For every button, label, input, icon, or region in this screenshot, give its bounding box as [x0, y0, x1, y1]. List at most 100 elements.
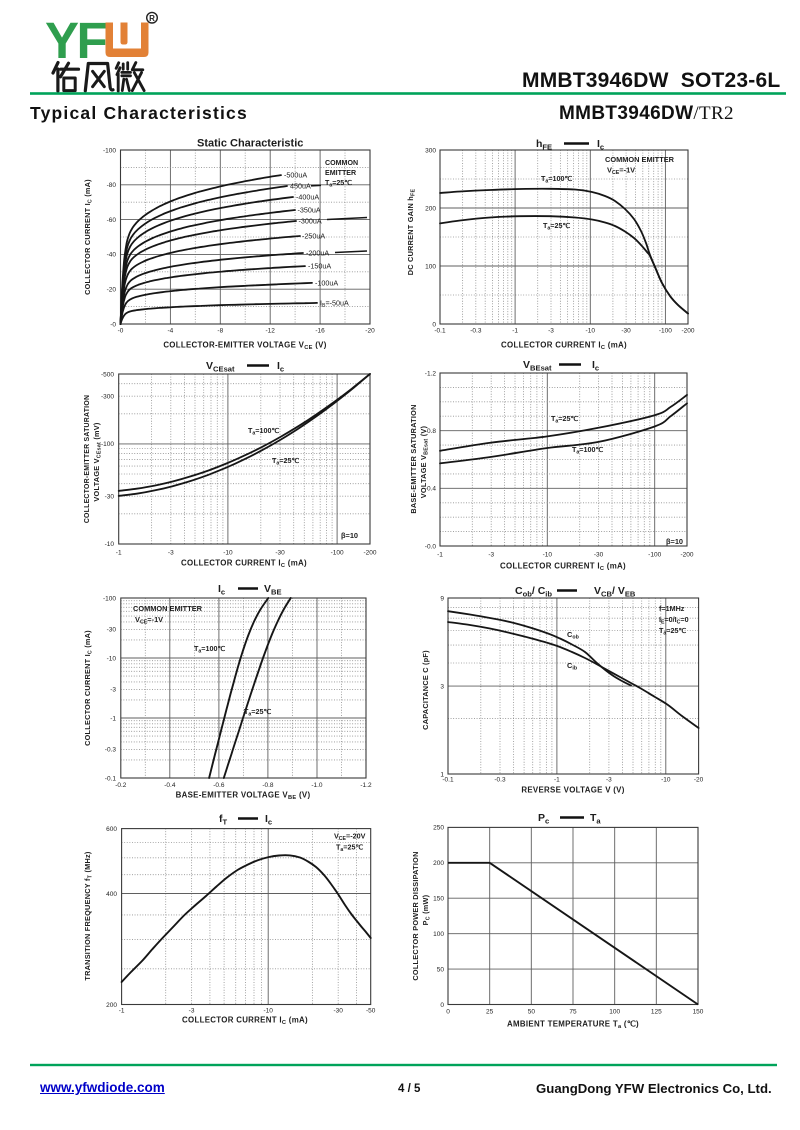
svg-text:Ta​=25℃: Ta​=25℃ [551, 414, 579, 425]
svg-text:200: 200 [425, 205, 436, 212]
svg-text:-12: -12 [265, 328, 275, 335]
svg-text:Ta​=25℃: Ta​=25℃ [543, 221, 571, 232]
svg-text:-40: -40 [107, 252, 117, 259]
svg-text:300: 300 [425, 147, 436, 154]
svg-text:3: 3 [440, 683, 444, 690]
svg-text:VOLTAGE VBEsat​ (V): VOLTAGE VBEsat​ (V) [419, 426, 430, 499]
svg-text:VBE​: VBE​ [264, 583, 282, 596]
svg-text:PC​ (mW): PC​ (mW) [421, 894, 432, 925]
svg-text:100: 100 [433, 931, 444, 938]
svg-text:-500: -500 [101, 371, 114, 378]
svg-text:Ta​=25℃: Ta​=25℃ [659, 626, 687, 637]
svg-text:150: 150 [693, 1009, 704, 1016]
svg-text:-3: -3 [606, 777, 612, 784]
svg-text:hFE​: hFE​ [536, 138, 552, 151]
svg-text:-10: -10 [105, 541, 115, 548]
svg-text:-100: -100 [103, 595, 116, 602]
svg-text:-30: -30 [594, 552, 604, 559]
svg-text:200: 200 [433, 860, 444, 867]
svg-text:-30: -30 [621, 328, 631, 335]
svg-text:-1: -1 [110, 715, 116, 722]
svg-text:-4: -4 [168, 328, 174, 335]
svg-text:Ta​=25℃: Ta​=25℃ [272, 456, 300, 467]
svg-text:-1.2: -1.2 [360, 782, 372, 789]
svg-text:-100: -100 [101, 441, 114, 448]
svg-text:fT​: fT​ [219, 813, 228, 826]
svg-text:β=10: β=10 [341, 531, 358, 540]
svg-text:COLLECTOR-EMITTER VOLTAGE VC: COLLECTOR-EMITTER VOLTAGE VCE​ (V) [163, 341, 326, 352]
svg-text:600: 600 [106, 826, 117, 833]
svg-text:100: 100 [609, 1009, 620, 1016]
svg-text:-100uA: -100uA [315, 279, 338, 288]
svg-text:YF: YF [45, 12, 107, 69]
svg-text:BASE-EMITTER VOLTAGE VBE​: BASE-EMITTER VOLTAGE VBE​ (V) [176, 791, 311, 802]
svg-text:-30: -30 [105, 493, 115, 500]
svg-text:-0.2: -0.2 [115, 782, 127, 789]
svg-text:9: 9 [440, 595, 444, 602]
svg-text:Cob​: Cob​ [567, 630, 580, 641]
svg-text:100: 100 [425, 263, 436, 270]
svg-text:VCE​=-1V: VCE​=-1V [607, 166, 635, 177]
svg-text:-0.6: -0.6 [213, 782, 225, 789]
svg-text:-300: -300 [101, 393, 114, 400]
svg-text:IB​=-50uA: IB​=-50uA [320, 299, 349, 310]
svg-text:VCE​=-1V: VCE​=-1V [135, 615, 163, 626]
svg-text:REVERSE VOLTAGE V (V): REVERSE VOLTAGE V (V) [521, 786, 624, 795]
svg-text:-0: -0 [118, 328, 124, 335]
svg-text:VBEsat​: VBEsat​ [523, 359, 552, 372]
svg-text:-20: -20 [694, 777, 704, 784]
svg-text:-1.2: -1.2 [425, 370, 437, 377]
svg-text:-0: -0 [110, 321, 116, 328]
svg-text:VOLTAGE VCEsat​ (mV): VOLTAGE VCEsat​ (mV) [92, 422, 103, 501]
svg-text:-10: -10 [543, 552, 553, 559]
svg-text:-50: -50 [366, 1008, 376, 1015]
svg-text:Ta​=25℃: Ta​=25℃ [325, 179, 352, 189]
svg-text:-30: -30 [107, 627, 117, 634]
svg-text:125: 125 [651, 1009, 662, 1016]
svg-text:75: 75 [569, 1009, 577, 1016]
svg-text:-0.1: -0.1 [105, 775, 117, 782]
svg-text:Ic​: Ic​ [277, 360, 284, 373]
svg-text:-500uA: -500uA [284, 171, 307, 180]
svg-text:R: R [149, 14, 155, 23]
svg-text:-0.4: -0.4 [164, 782, 176, 789]
svg-text:-10: -10 [661, 777, 671, 784]
svg-text:-100: -100 [103, 147, 116, 154]
svg-text:COLLECTOR CURRENT IC​ (mA): COLLECTOR CURRENT IC​ (mA) [83, 179, 94, 295]
svg-text:Ta​=100℃: Ta​=100℃ [572, 445, 604, 456]
svg-text:-0.8: -0.8 [425, 428, 437, 435]
svg-text:400: 400 [106, 891, 117, 898]
svg-text:0: 0 [432, 321, 436, 328]
svg-text:COLLECTOR POWER DISSIPATION: COLLECTOR POWER DISSIPATION [411, 851, 420, 980]
svg-text:Ta​=25℃: Ta​=25℃ [244, 707, 272, 718]
svg-text:-0.1: -0.1 [442, 777, 454, 784]
svg-text:CAPACITANCE C (pF): CAPACITANCE C (pF) [421, 650, 430, 730]
svg-text:COLLECTOR CURRENT IC​ (mA): COLLECTOR CURRENT IC​ (mA) [182, 1016, 308, 1027]
svg-text:-0.0: -0.0 [425, 543, 437, 550]
svg-text:f=1MHz: f=1MHz [659, 604, 685, 613]
svg-text:COLLECTOR CURRENT IC​ (mA): COLLECTOR CURRENT IC​ (mA) [500, 562, 626, 573]
svg-text:-1.0: -1.0 [311, 782, 323, 789]
svg-text:1: 1 [440, 772, 444, 779]
svg-text:-30: -30 [275, 550, 285, 557]
svg-text:Ta​=100℃: Ta​=100℃ [248, 426, 280, 437]
svg-text:Ic​: Ic​ [218, 583, 225, 596]
svg-text:-100: -100 [659, 328, 672, 335]
svg-text:Ta​=100℃: Ta​=100℃ [541, 174, 573, 185]
svg-text:Cob​/ Cib​: Cob​/ Cib​ [515, 585, 552, 598]
svg-text:-30: -30 [333, 1008, 343, 1015]
svg-text:AMBIENT TEMPERATURE Ta​ (℃: AMBIENT TEMPERATURE Ta​ (℃) [507, 1020, 639, 1031]
svg-text:-3: -3 [189, 1008, 195, 1015]
svg-text:Ta​: Ta​ [590, 812, 601, 825]
svg-text:-100: -100 [648, 552, 661, 559]
svg-text:-3: -3 [110, 687, 116, 694]
svg-text:-100: -100 [331, 550, 344, 557]
svg-text:-10: -10 [223, 550, 233, 557]
svg-text:450uA: 450uA [290, 182, 311, 191]
svg-text:Ic​: Ic​ [597, 138, 604, 151]
svg-text:-0.3: -0.3 [494, 777, 506, 784]
svg-text:-150uA: -150uA [308, 262, 331, 271]
svg-text:-200: -200 [681, 328, 694, 335]
svg-text:-200uA: -200uA [306, 249, 329, 258]
svg-text:COMMON EMITTER: COMMON EMITTER [605, 155, 675, 164]
